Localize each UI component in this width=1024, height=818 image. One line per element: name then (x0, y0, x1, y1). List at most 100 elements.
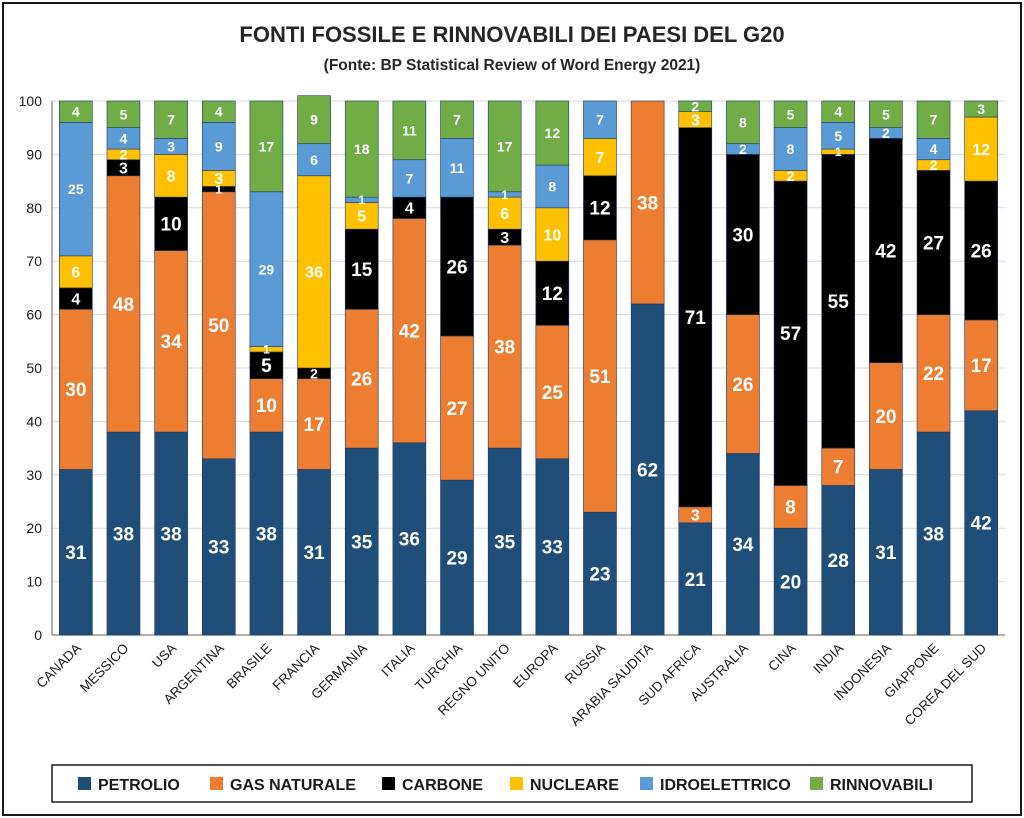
y-tick-label: 20 (26, 520, 42, 536)
data-label: 30 (732, 225, 753, 246)
bar-segment (297, 378, 331, 470)
bar-segment (773, 485, 808, 529)
bar-segment (59, 122, 93, 257)
bar-segment (440, 196, 474, 337)
bar-segment (440, 335, 474, 481)
data-label: 9 (310, 112, 318, 128)
bar-segment (630, 303, 665, 636)
legend-swatch (382, 777, 395, 790)
data-label: 2 (310, 365, 318, 381)
data-label: 28 (828, 551, 849, 572)
data-label: 1 (358, 193, 365, 207)
y-tick-label: 0 (34, 627, 42, 643)
y-tick-label: 30 (26, 467, 42, 483)
bar-segment (392, 100, 427, 161)
x-tick-label: COREA DEL SUD (902, 640, 990, 728)
data-label: 17 (971, 356, 992, 377)
data-label: 22 (923, 364, 944, 385)
bar-segment (964, 100, 998, 118)
bar-segment (535, 458, 570, 636)
data-label: 48 (113, 295, 134, 316)
data-label: 7 (833, 458, 844, 479)
bar-segment (678, 522, 713, 636)
data-label: 8 (739, 114, 747, 130)
data-label: 31 (304, 543, 326, 564)
data-label: 5 (357, 209, 366, 226)
bar-segment (821, 485, 856, 636)
data-label: 29 (446, 548, 467, 569)
data-label: 9 (215, 138, 223, 154)
chart-title: FONTI FOSSILE E RINNOVABILI DEI PAESI DE… (239, 22, 784, 47)
data-label: 26 (446, 257, 467, 278)
bar-segment (106, 431, 141, 636)
data-label: 2 (691, 98, 699, 114)
bar-segment (59, 469, 93, 636)
bar-segment (535, 260, 570, 326)
data-label: 26 (971, 241, 992, 262)
data-label: 3 (691, 508, 700, 525)
data-label: 7 (453, 112, 461, 128)
bar-segment (440, 138, 474, 198)
data-label: 38 (923, 524, 944, 545)
chart-subtitle: (Fonte: BP Statistical Review of Word En… (324, 57, 701, 74)
y-tick-label: 80 (26, 200, 42, 216)
legend-entry: CARBONE (402, 777, 483, 794)
x-tick-label: CANADA (34, 641, 84, 691)
bar-segment (106, 100, 141, 129)
data-label: 27 (446, 399, 467, 420)
data-label: 20 (875, 407, 896, 428)
data-label: 4 (930, 141, 938, 157)
data-label: 27 (923, 233, 944, 254)
bar-segment (773, 527, 808, 636)
data-label: 3 (691, 112, 700, 129)
data-label: 1 (501, 188, 508, 202)
bar-segment (869, 362, 903, 470)
bar-segment (344, 447, 379, 636)
data-label: 10 (161, 215, 182, 236)
x-tick-label: RUSSIA (562, 641, 608, 687)
data-label: 57 (780, 324, 801, 345)
data-label: 55 (828, 292, 850, 313)
y-tick-label: 50 (26, 360, 42, 376)
bar-segment (773, 100, 808, 129)
bar-segment (392, 159, 427, 198)
data-label: 6 (310, 152, 318, 168)
bar-segment (821, 122, 856, 150)
bar-segment (821, 447, 856, 486)
data-label: 34 (161, 332, 183, 353)
bar-segment (583, 175, 617, 241)
bar-segment (201, 100, 236, 123)
data-label: 34 (732, 535, 754, 556)
bar-segment (773, 180, 808, 486)
y-tick-label: 90 (26, 146, 42, 162)
data-label: 35 (494, 532, 516, 553)
data-label: 36 (305, 265, 323, 282)
bar-segment (59, 308, 93, 470)
data-label: 29 (259, 261, 275, 277)
data-label: 2 (882, 125, 890, 141)
x-tick-label: MESSICO (77, 641, 132, 696)
data-label: 42 (971, 514, 992, 535)
data-label: 4 (405, 201, 414, 218)
gridlines (52, 100, 1005, 583)
data-label: 6 (71, 265, 80, 282)
data-label: 4 (834, 104, 842, 120)
data-label: 12 (545, 125, 561, 141)
data-labels: 3130462543848324538341083733501394381051… (65, 98, 991, 593)
y-tick-label: 70 (26, 253, 42, 269)
legend: PETROLIO GAS NATURALE CARBONE NUCLEARE IDROE… (78, 777, 933, 794)
bar-segment (249, 378, 284, 433)
bar-segment (726, 453, 760, 636)
data-label: 7 (596, 150, 605, 167)
bar-segment (678, 100, 713, 112)
bar-segment (201, 191, 236, 460)
data-label: 38 (256, 524, 277, 545)
bar-segment (535, 164, 570, 209)
y-tick-label: 60 (26, 307, 42, 323)
bar-segment (726, 154, 760, 315)
data-label: 38 (113, 524, 134, 545)
data-label: 7 (167, 112, 175, 128)
data-label: 3 (214, 171, 223, 188)
data-label: 18 (354, 141, 370, 157)
bars (59, 95, 998, 636)
